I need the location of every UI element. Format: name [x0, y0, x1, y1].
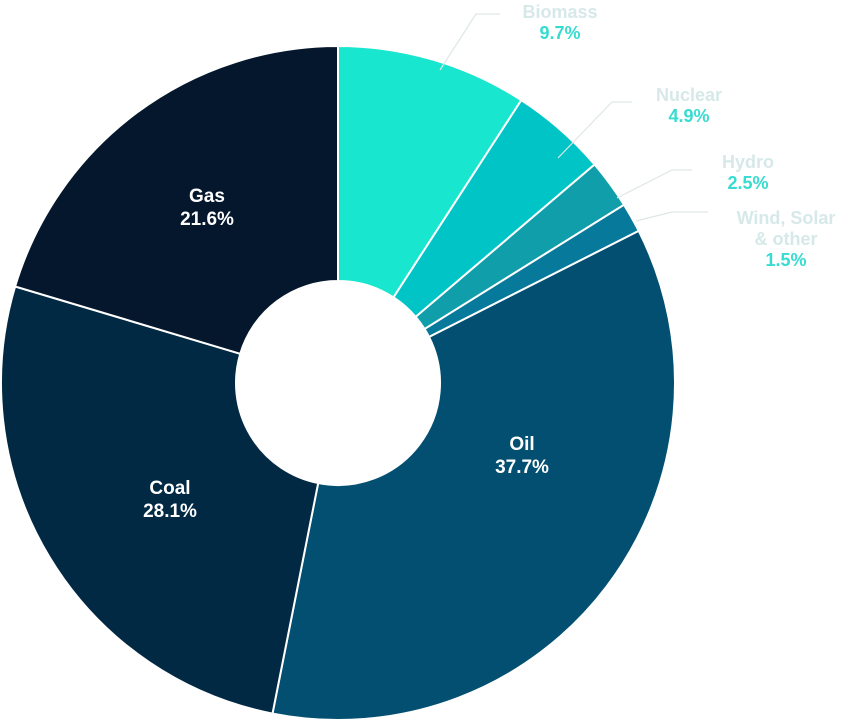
leader-line-wind-solar-other	[635, 211, 708, 222]
leader-line-biomass	[439, 13, 500, 71]
slice-value-gas: 21.6%	[180, 209, 234, 230]
leader-lines	[439, 13, 708, 222]
slice-value-coal: 28.1%	[143, 501, 197, 522]
slice-value-nuclear: 4.9%	[668, 106, 709, 126]
slice-label-wind-solar-other-line-1: Wind, Solar	[737, 208, 836, 228]
slice-label-nuclear: Nuclear	[656, 85, 722, 105]
slice-label-coal: Coal	[149, 478, 190, 499]
slice-oil	[271, 229, 676, 721]
slices	[0, 44, 676, 721]
slice-value-hydro: 2.5%	[727, 173, 768, 193]
leader-line-hydro	[616, 169, 692, 199]
leader-line-nuclear	[557, 101, 632, 159]
slice-value-biomass: 9.7%	[539, 23, 580, 43]
slice-label-wind-solar-other-line-2: & other	[755, 229, 818, 249]
slice-gas	[13, 44, 339, 356]
slice-label-gas: Gas	[189, 186, 225, 207]
slice-label-oil: Oil	[509, 434, 534, 455]
slice-label-hydro: Hydro	[722, 152, 774, 172]
slice-label-biomass: Biomass	[522, 2, 597, 22]
slice-value-oil: 37.7%	[495, 457, 549, 478]
slice-biomass	[337, 44, 523, 299]
slice-value-wind-solar-other: 1.5%	[765, 250, 806, 270]
slice-coal	[0, 285, 320, 715]
